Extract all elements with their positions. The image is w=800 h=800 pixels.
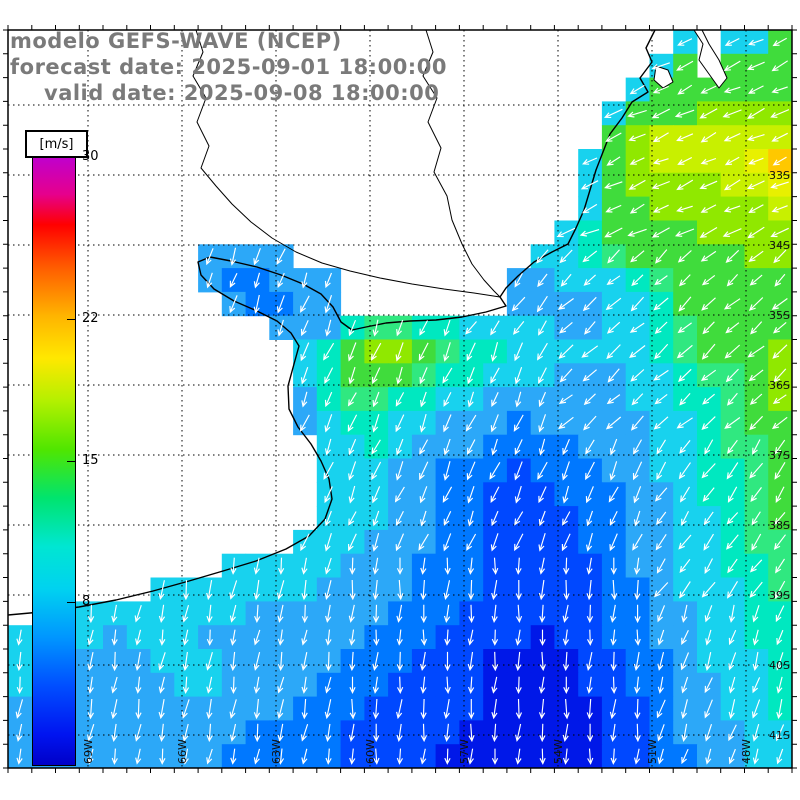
- lagoon: [653, 65, 674, 89]
- lat-label: 33S: [769, 169, 790, 182]
- lagoon: [693, 29, 728, 89]
- lat-label: 41S: [769, 729, 790, 742]
- river: [192, 29, 501, 298]
- lat-label: 36S: [769, 379, 790, 392]
- map-frame: [3, 25, 797, 773]
- lon-label: 60W: [364, 739, 377, 764]
- lon-label: 57W: [458, 739, 471, 764]
- axis-labels: 33S 34S 35S 36S 37S 38S 39S 40S 41S 69W 66W 63W 60W 5…: [82, 169, 790, 764]
- lon-label: 63W: [270, 739, 283, 764]
- lon-label: 48W: [740, 739, 753, 764]
- frame-ticks: [3, 25, 797, 773]
- direction-arrows: [15, 37, 790, 765]
- lat-label: 34S: [769, 239, 790, 252]
- river: [422, 29, 501, 298]
- lat-label: 40S: [769, 659, 790, 672]
- lon-label: 54W: [552, 739, 565, 764]
- lon-label: 66W: [176, 739, 189, 764]
- lon-label: 69W: [82, 739, 95, 764]
- lat-label: 39S: [769, 589, 790, 602]
- lon-label: 51W: [646, 739, 659, 764]
- lat-label: 37S: [769, 449, 790, 462]
- coastline: [7, 29, 656, 616]
- lat-label: 35S: [769, 309, 790, 322]
- graticule: [8, 30, 792, 768]
- lat-label: 38S: [769, 519, 790, 532]
- coastline-layer: [7, 29, 728, 616]
